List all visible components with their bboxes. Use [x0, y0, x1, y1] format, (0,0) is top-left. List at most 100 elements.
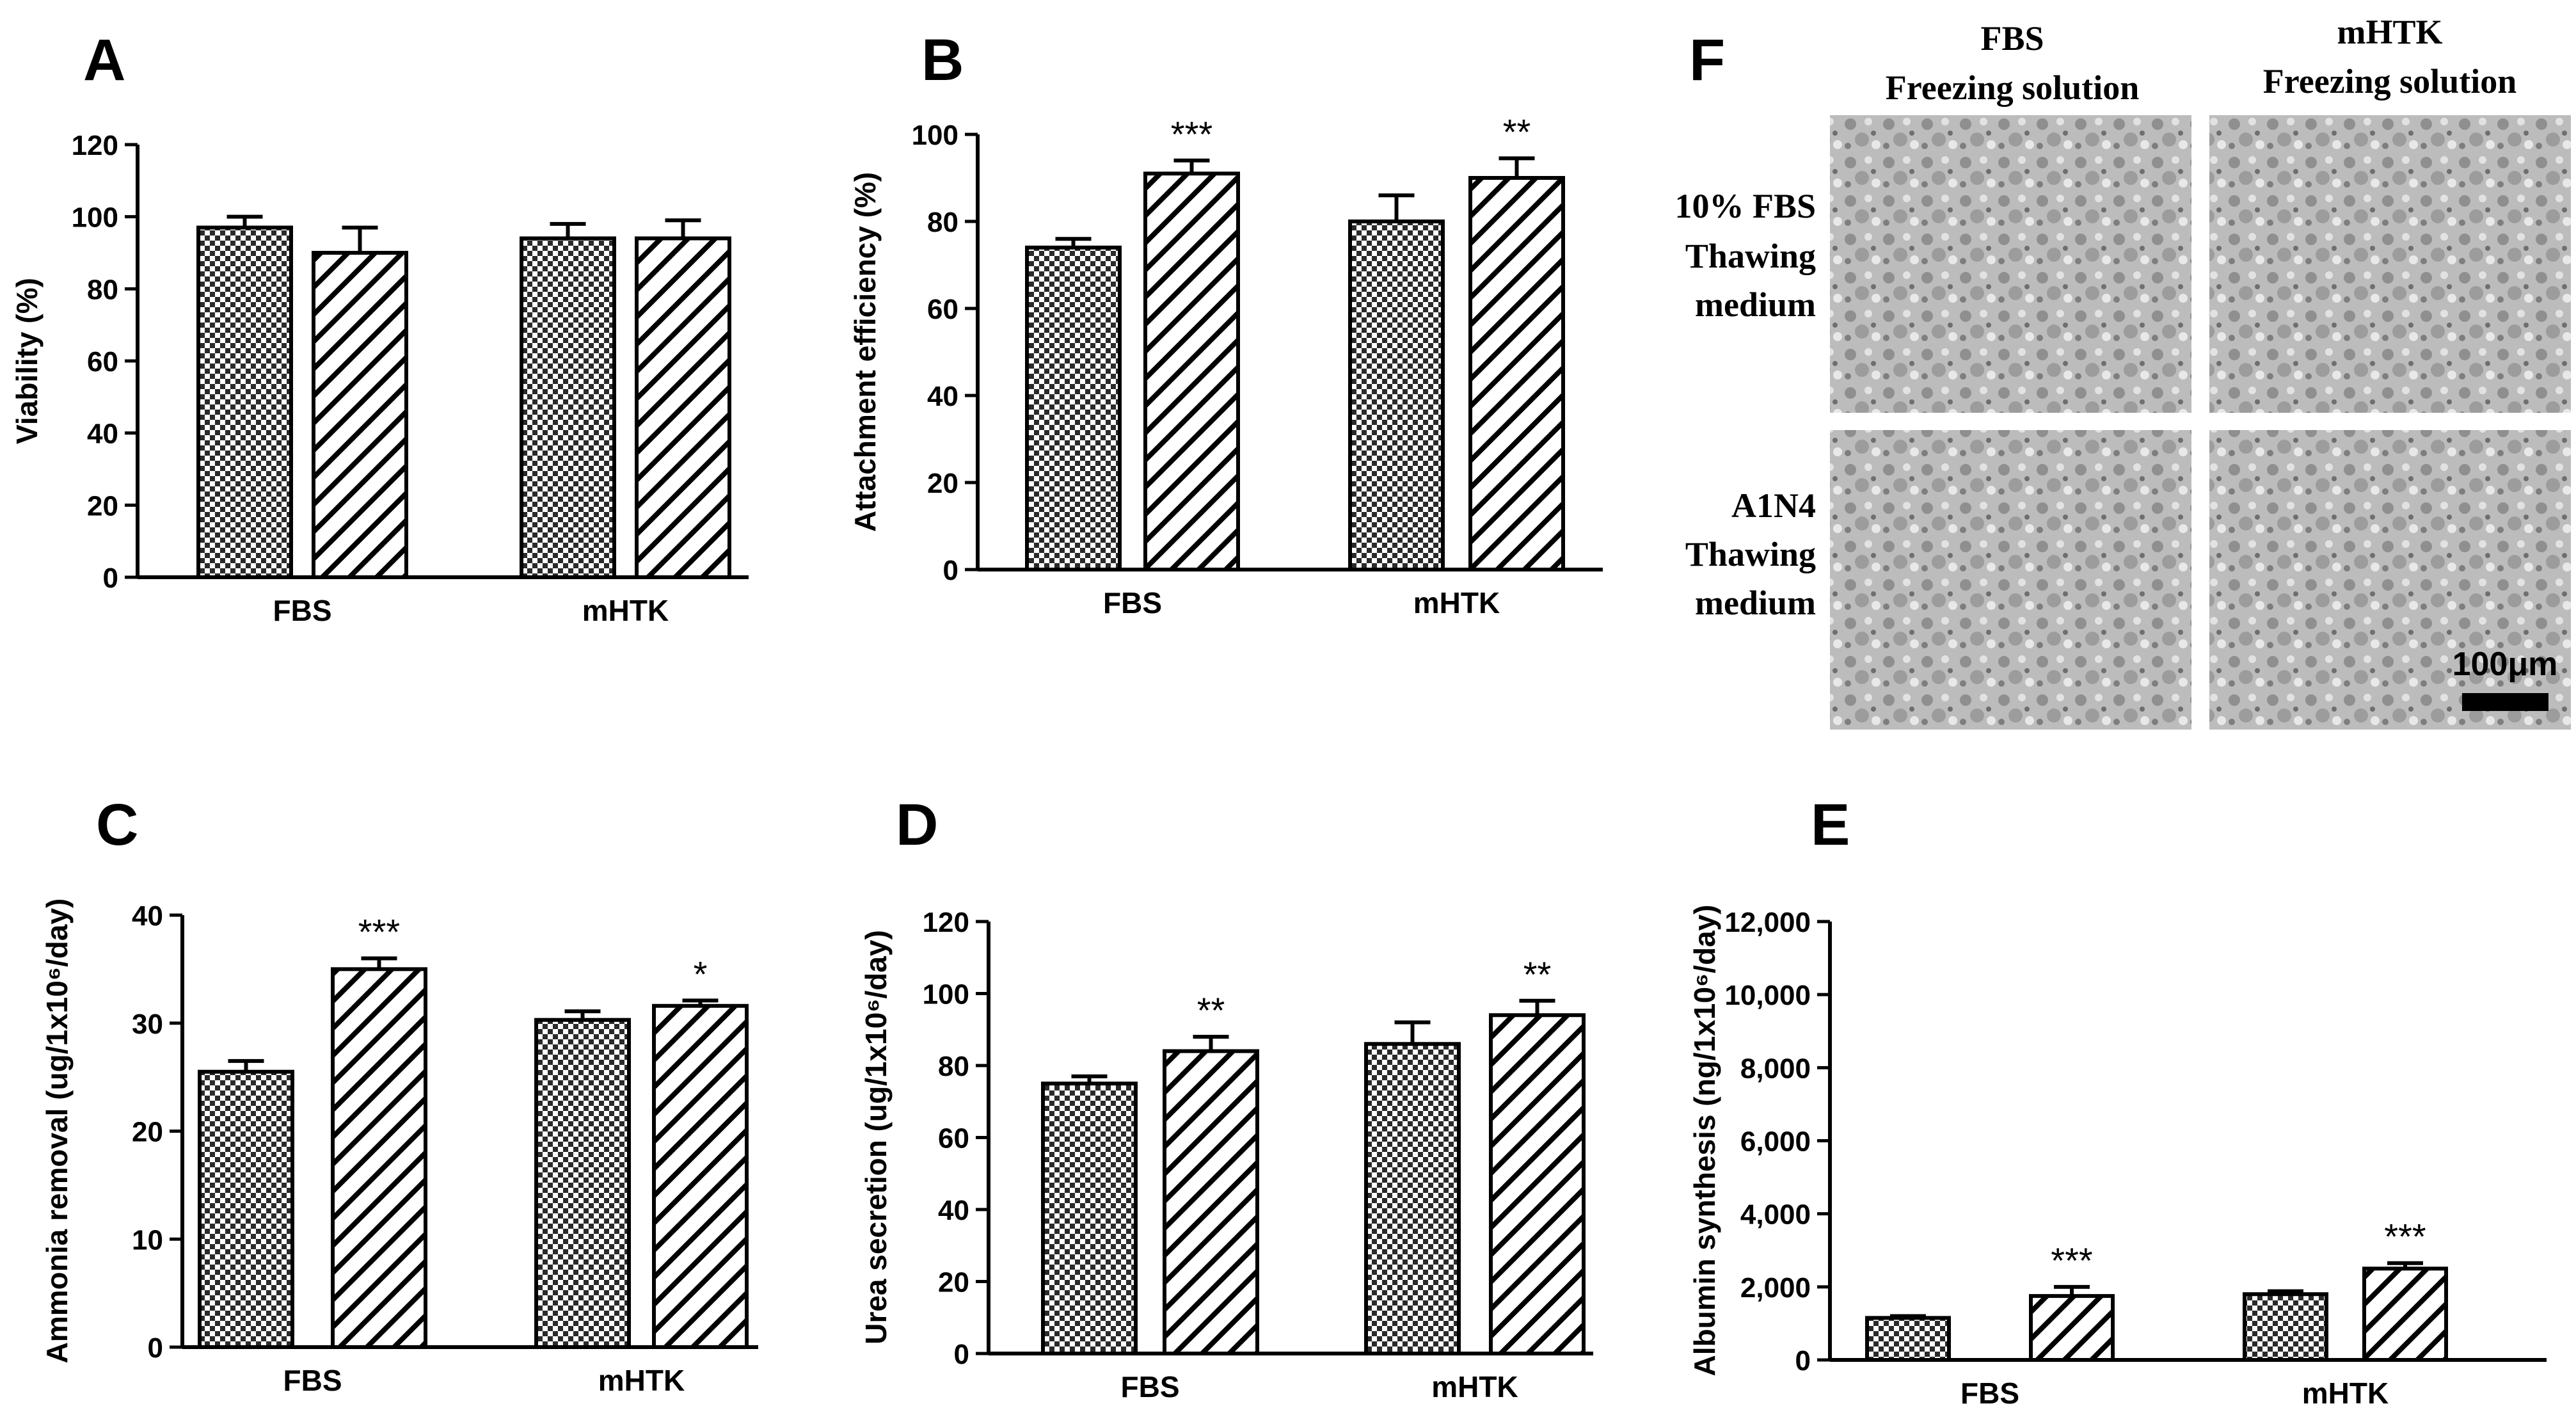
y-tick-label: 20	[132, 1117, 163, 1148]
y-tick-label: 20	[87, 490, 118, 522]
significance-marker: **	[1503, 111, 1531, 152]
scale-bar	[2462, 693, 2548, 711]
y-tick-label: 40	[927, 381, 958, 412]
significance-marker: ***	[1171, 114, 1212, 154]
y-tick-label: 80	[927, 207, 958, 238]
y-tick-label: 40	[938, 1195, 969, 1226]
micrograph-fbs-freeze-fbs-thaw	[1830, 115, 2191, 413]
y-tick-label: 100	[912, 120, 958, 151]
y-tick-label: 0	[103, 563, 118, 594]
y-tick-label: 0	[943, 555, 958, 586]
row-label-a1n4-2: Thawing	[1685, 535, 1816, 573]
panel-letter-d: D	[896, 792, 938, 858]
bar-mhtk-checkered	[534, 1018, 631, 1349]
col-label-mhtk-2: Freezing solution	[2263, 62, 2516, 100]
row-label-a1n4-1: A1N4	[1731, 486, 1816, 525]
bar-mhtk-checkered	[1364, 1042, 1461, 1355]
y-tick-label: 80	[938, 1051, 969, 1082]
y-tick-label: 80	[87, 274, 118, 305]
scale-bar-label: 100μm	[2453, 646, 2558, 683]
y-axis-title: Urea secretion (ug/1x10⁶/day)	[859, 930, 893, 1345]
x-category-label: FBS	[283, 1364, 342, 1397]
y-tick-label: 120	[72, 130, 118, 161]
y-tick-label: 12,000	[1724, 907, 1811, 938]
panel-letter-a: A	[83, 28, 125, 93]
x-category-label: FBS	[1103, 586, 1162, 619]
significance-marker: **	[1197, 990, 1225, 1030]
x-category-label: mHTK	[2302, 1377, 2389, 1410]
bar-mhtk-checkered	[1348, 220, 1445, 571]
panel-letter-c: C	[96, 792, 138, 858]
bar-mhtk-hatched	[635, 236, 731, 579]
y-tick-label: 60	[927, 294, 958, 325]
bar-fbs-checkered	[1041, 1082, 1138, 1355]
y-axis-title: Viability (%)	[10, 278, 44, 444]
x-category-label: FBS	[1960, 1377, 2019, 1410]
bar-fbs-hatched	[1163, 1049, 1259, 1355]
micrograph-panel: FBS Freezing solution mHTK Freezing solu…	[1674, 13, 2571, 730]
col-label-fbs-1: FBS	[1980, 19, 2044, 58]
y-tick-label: 40	[87, 419, 118, 450]
bar-fbs-hatched	[331, 967, 427, 1349]
y-tick-label: 4,000	[1740, 1199, 1811, 1231]
bar-mhtk-hatched	[652, 1003, 749, 1349]
col-label-fbs-2: Freezing solution	[1886, 68, 2139, 107]
y-tick-label: 8,000	[1740, 1053, 1811, 1084]
y-tick-label: 100	[923, 979, 969, 1011]
significance-marker: ***	[358, 912, 400, 952]
y-tick-label: 100	[72, 202, 118, 234]
x-category-label: mHTK	[598, 1364, 685, 1397]
y-axis-title: Attachment efficiency (%)	[848, 172, 882, 532]
y-tick-label: 0	[148, 1332, 163, 1364]
bar-fbs-hatched	[1143, 172, 1240, 571]
y-tick-label: 2,000	[1740, 1272, 1811, 1304]
x-category-label: FBS	[1121, 1370, 1180, 1403]
row-label-fbs-1: 10% FBS	[1674, 187, 1816, 225]
y-tick-label: 30	[132, 1009, 163, 1040]
y-tick-label: 0	[1795, 1345, 1811, 1377]
bar-fbs-checkered	[1865, 1316, 1951, 1362]
bar-mhtk-hatched	[1468, 176, 1565, 571]
col-label-mhtk-1: mHTK	[2337, 13, 2442, 51]
y-tick-label: 20	[938, 1267, 969, 1298]
micrograph-mhtk-freeze-fbs-thaw	[2209, 115, 2571, 413]
y-tick-label: 10,000	[1724, 980, 1811, 1011]
panel-letter-e: E	[1811, 792, 1850, 858]
y-tick-label: 40	[132, 900, 163, 932]
y-axis-title: Albumin synthesis (ng/1x10⁶/day)	[1688, 905, 1721, 1377]
row-label-a1n4-3: medium	[1695, 584, 1816, 622]
significance-marker: *	[694, 954, 708, 994]
significance-marker: **	[1523, 954, 1552, 995]
significance-marker: ***	[2051, 1240, 2092, 1281]
y-tick-label: 60	[87, 346, 118, 378]
bar-fbs-checkered	[196, 225, 293, 580]
chart-albumin-synthesis: 0 2,000 4,000 6,000 8,000 10,000 12,000Albumin…	[1688, 905, 2547, 1410]
chart-ammonia-removal: 0 10 20 30 40 Ammonia removal (ug/1x10⁶/day) *…	[40, 899, 758, 1397]
chart-urea-secretion: 0 20 40 60 80 100 120 Urea secretion (ug/1x10⁶/…	[859, 907, 1593, 1403]
x-category-label: mHTK	[582, 594, 669, 627]
y-tick-label: 60	[938, 1123, 969, 1154]
micrograph-mhtk-freeze-a1n4-thaw	[2209, 430, 2571, 730]
bar-fbs-checkered	[198, 1069, 294, 1349]
bar-mhtk-checkered	[520, 236, 616, 579]
y-tick-label: 10	[132, 1224, 163, 1256]
row-label-fbs-3: medium	[1695, 285, 1816, 324]
panel-letter-f: F	[1689, 28, 1725, 93]
y-tick-label: 0	[954, 1339, 969, 1370]
y-tick-label: 20	[927, 468, 958, 499]
bar-fbs-hatched	[2029, 1294, 2115, 1362]
x-category-label: mHTK	[1431, 1370, 1518, 1403]
y-axis-title: Ammonia removal (ug/1x10⁶/day)	[40, 899, 74, 1364]
panel-letter-b: B	[921, 28, 964, 93]
bar-mhtk-hatched	[2362, 1266, 2448, 1362]
y-tick-label: 6,000	[1740, 1126, 1811, 1158]
significance-marker: ***	[2384, 1217, 2426, 1257]
bar-fbs-checkered	[1025, 245, 1122, 571]
y-tick-label: 120	[923, 907, 969, 938]
bar-mhtk-hatched	[1489, 1013, 1586, 1355]
x-category-label: FBS	[273, 594, 332, 627]
row-label-fbs-2: Thawing	[1685, 237, 1816, 275]
micrograph-fbs-freeze-a1n4-thaw	[1830, 430, 2191, 730]
